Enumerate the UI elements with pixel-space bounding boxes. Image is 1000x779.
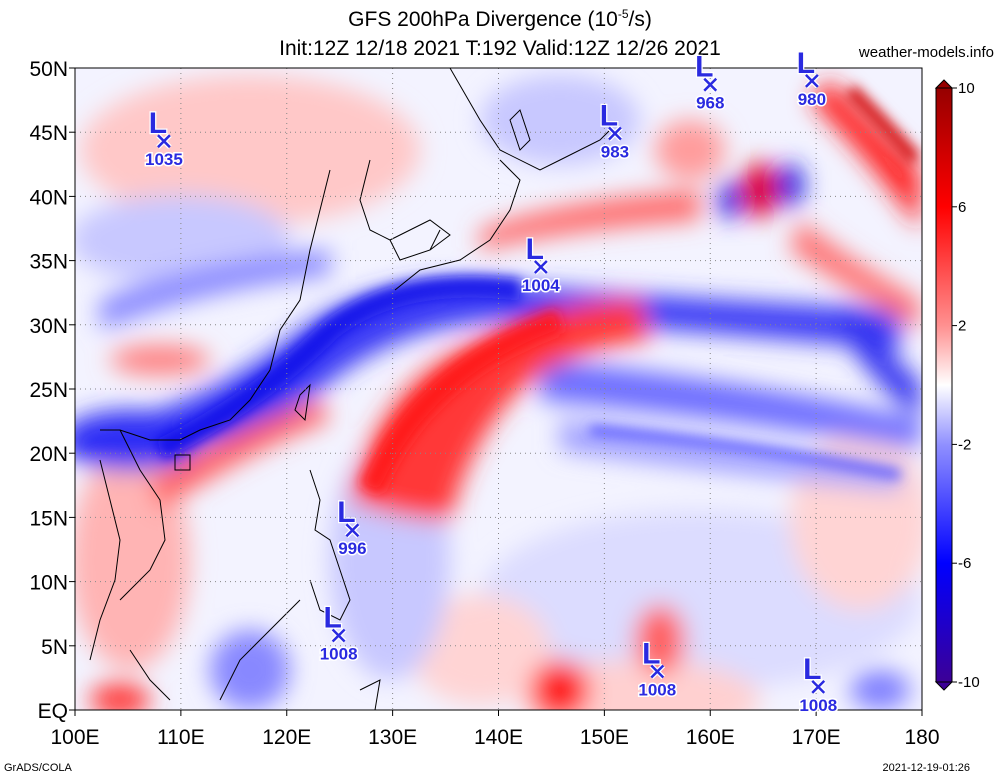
pressure-value: 1008 (799, 696, 837, 715)
lat-tick-label: 20N (29, 443, 68, 466)
lat-tick-label: 5N (41, 636, 68, 659)
pressure-value: 996 (338, 539, 366, 558)
lat-tick-label: 45N (29, 122, 68, 145)
lat-tick-label: 40N (29, 186, 68, 209)
colorbar-tick-label: 6 (958, 199, 966, 216)
pressure-letter: L (695, 51, 713, 84)
lon-tick-label: 160E (686, 726, 735, 749)
colorbar: 10 6 2 -2 -6 -10 (934, 79, 980, 691)
lon-tick-label: 130E (368, 726, 417, 749)
site-label: weather-models.info (858, 44, 994, 61)
lon-tick-label: 150E (580, 726, 629, 749)
low-pressure-center: L 1008 (637, 636, 678, 701)
pressure-value: 1004 (522, 276, 560, 295)
center-x-icon (156, 133, 172, 149)
center-x-icon (702, 76, 719, 93)
center-x-icon (649, 663, 666, 680)
center-x-icon (810, 679, 827, 695)
longitude-ticks: 100E 110E 120E 130E 140E 150E 160E 170E 180 (50, 710, 940, 749)
lat-tick-label: 10N (29, 572, 68, 595)
colorbar-ramp (936, 88, 952, 682)
low-pressure-center: L 1008 (798, 652, 839, 717)
pressure-letter: L (323, 602, 341, 635)
coastlines (89, 68, 611, 710)
center-x-icon (533, 259, 549, 275)
footer-credit: GrADS/COLA (4, 762, 72, 774)
pressure-value: 983 (601, 142, 629, 161)
pressure-letter: L (803, 653, 821, 686)
pressure-value: 1035 (145, 150, 183, 169)
chart-title: GFS 200hPa Divergence (10-5/s) (348, 7, 652, 31)
center-x-icon (804, 73, 820, 89)
colorbar-bottom-arrow (934, 681, 954, 691)
low-pressure-center: L 968 (694, 49, 726, 114)
colorbar-tick-label: -2 (958, 436, 971, 453)
pressure-value: 980 (798, 90, 826, 109)
pressure-letter: L (526, 233, 544, 266)
lat-tick-label: 50N (29, 58, 68, 81)
pressure-value: 1008 (320, 645, 358, 664)
low-pressure-center: L 1004 (520, 232, 561, 297)
chart-subtitle: Init:12Z 12/18 2021 T:192 Valid:12Z 12/2… (279, 37, 721, 60)
lat-tick-label: 25N (29, 379, 68, 402)
pressure-letter: L (797, 47, 815, 80)
low-pressure-center: L 1008 (318, 600, 359, 665)
lat-tick-label: 15N (29, 507, 68, 530)
center-x-icon (344, 522, 361, 539)
low-pressure-center: L 1035 (144, 106, 185, 171)
center-x-icon (607, 125, 623, 142)
pressure-centers: L 1035 L 983 L 968 L 980 L 1004 L 996 L 1008 L 1008 L 100… (144, 46, 839, 717)
pressure-letter: L (149, 107, 167, 140)
lat-tick-label: 35N (29, 251, 68, 274)
center-x-icon (330, 627, 347, 644)
lon-tick-label: 100E (50, 726, 99, 749)
pressure-letter: L (600, 99, 618, 132)
pressure-letter: L (642, 637, 660, 670)
pressure-letter: L (337, 496, 355, 529)
low-pressure-center: L 980 (795, 46, 827, 111)
colorbar-tick-label: 2 (958, 318, 966, 335)
colorbar-tick-label: 10 (958, 80, 975, 97)
grid-lines (75, 68, 922, 710)
lon-tick-label: 140E (474, 726, 523, 749)
lon-tick-label: 120E (262, 726, 311, 749)
pressure-value: 968 (696, 94, 724, 113)
lon-tick-label: 170E (792, 726, 841, 749)
lon-tick-label: 110E (157, 726, 205, 749)
lat-tick-label: 30N (29, 315, 68, 338)
low-pressure-center: L 983 (599, 98, 631, 163)
latitude-ticks: EQ 5N 10N 15N 20N 25N 30N 35N 40N 45N 50N (29, 58, 75, 723)
footer-timestamp: 2021-12-19-01:26 (882, 762, 970, 774)
pressure-value: 1008 (638, 680, 676, 699)
lat-tick-label: EQ (38, 700, 68, 723)
low-pressure-center: L 996 (336, 495, 368, 560)
lon-tick-label: 180 (904, 726, 939, 749)
colorbar-top-arrow (934, 79, 954, 89)
colorbar-tick-label: -10 (958, 674, 980, 691)
colorbar-tick-label: -6 (958, 555, 971, 572)
divergence-field (75, 68, 922, 710)
